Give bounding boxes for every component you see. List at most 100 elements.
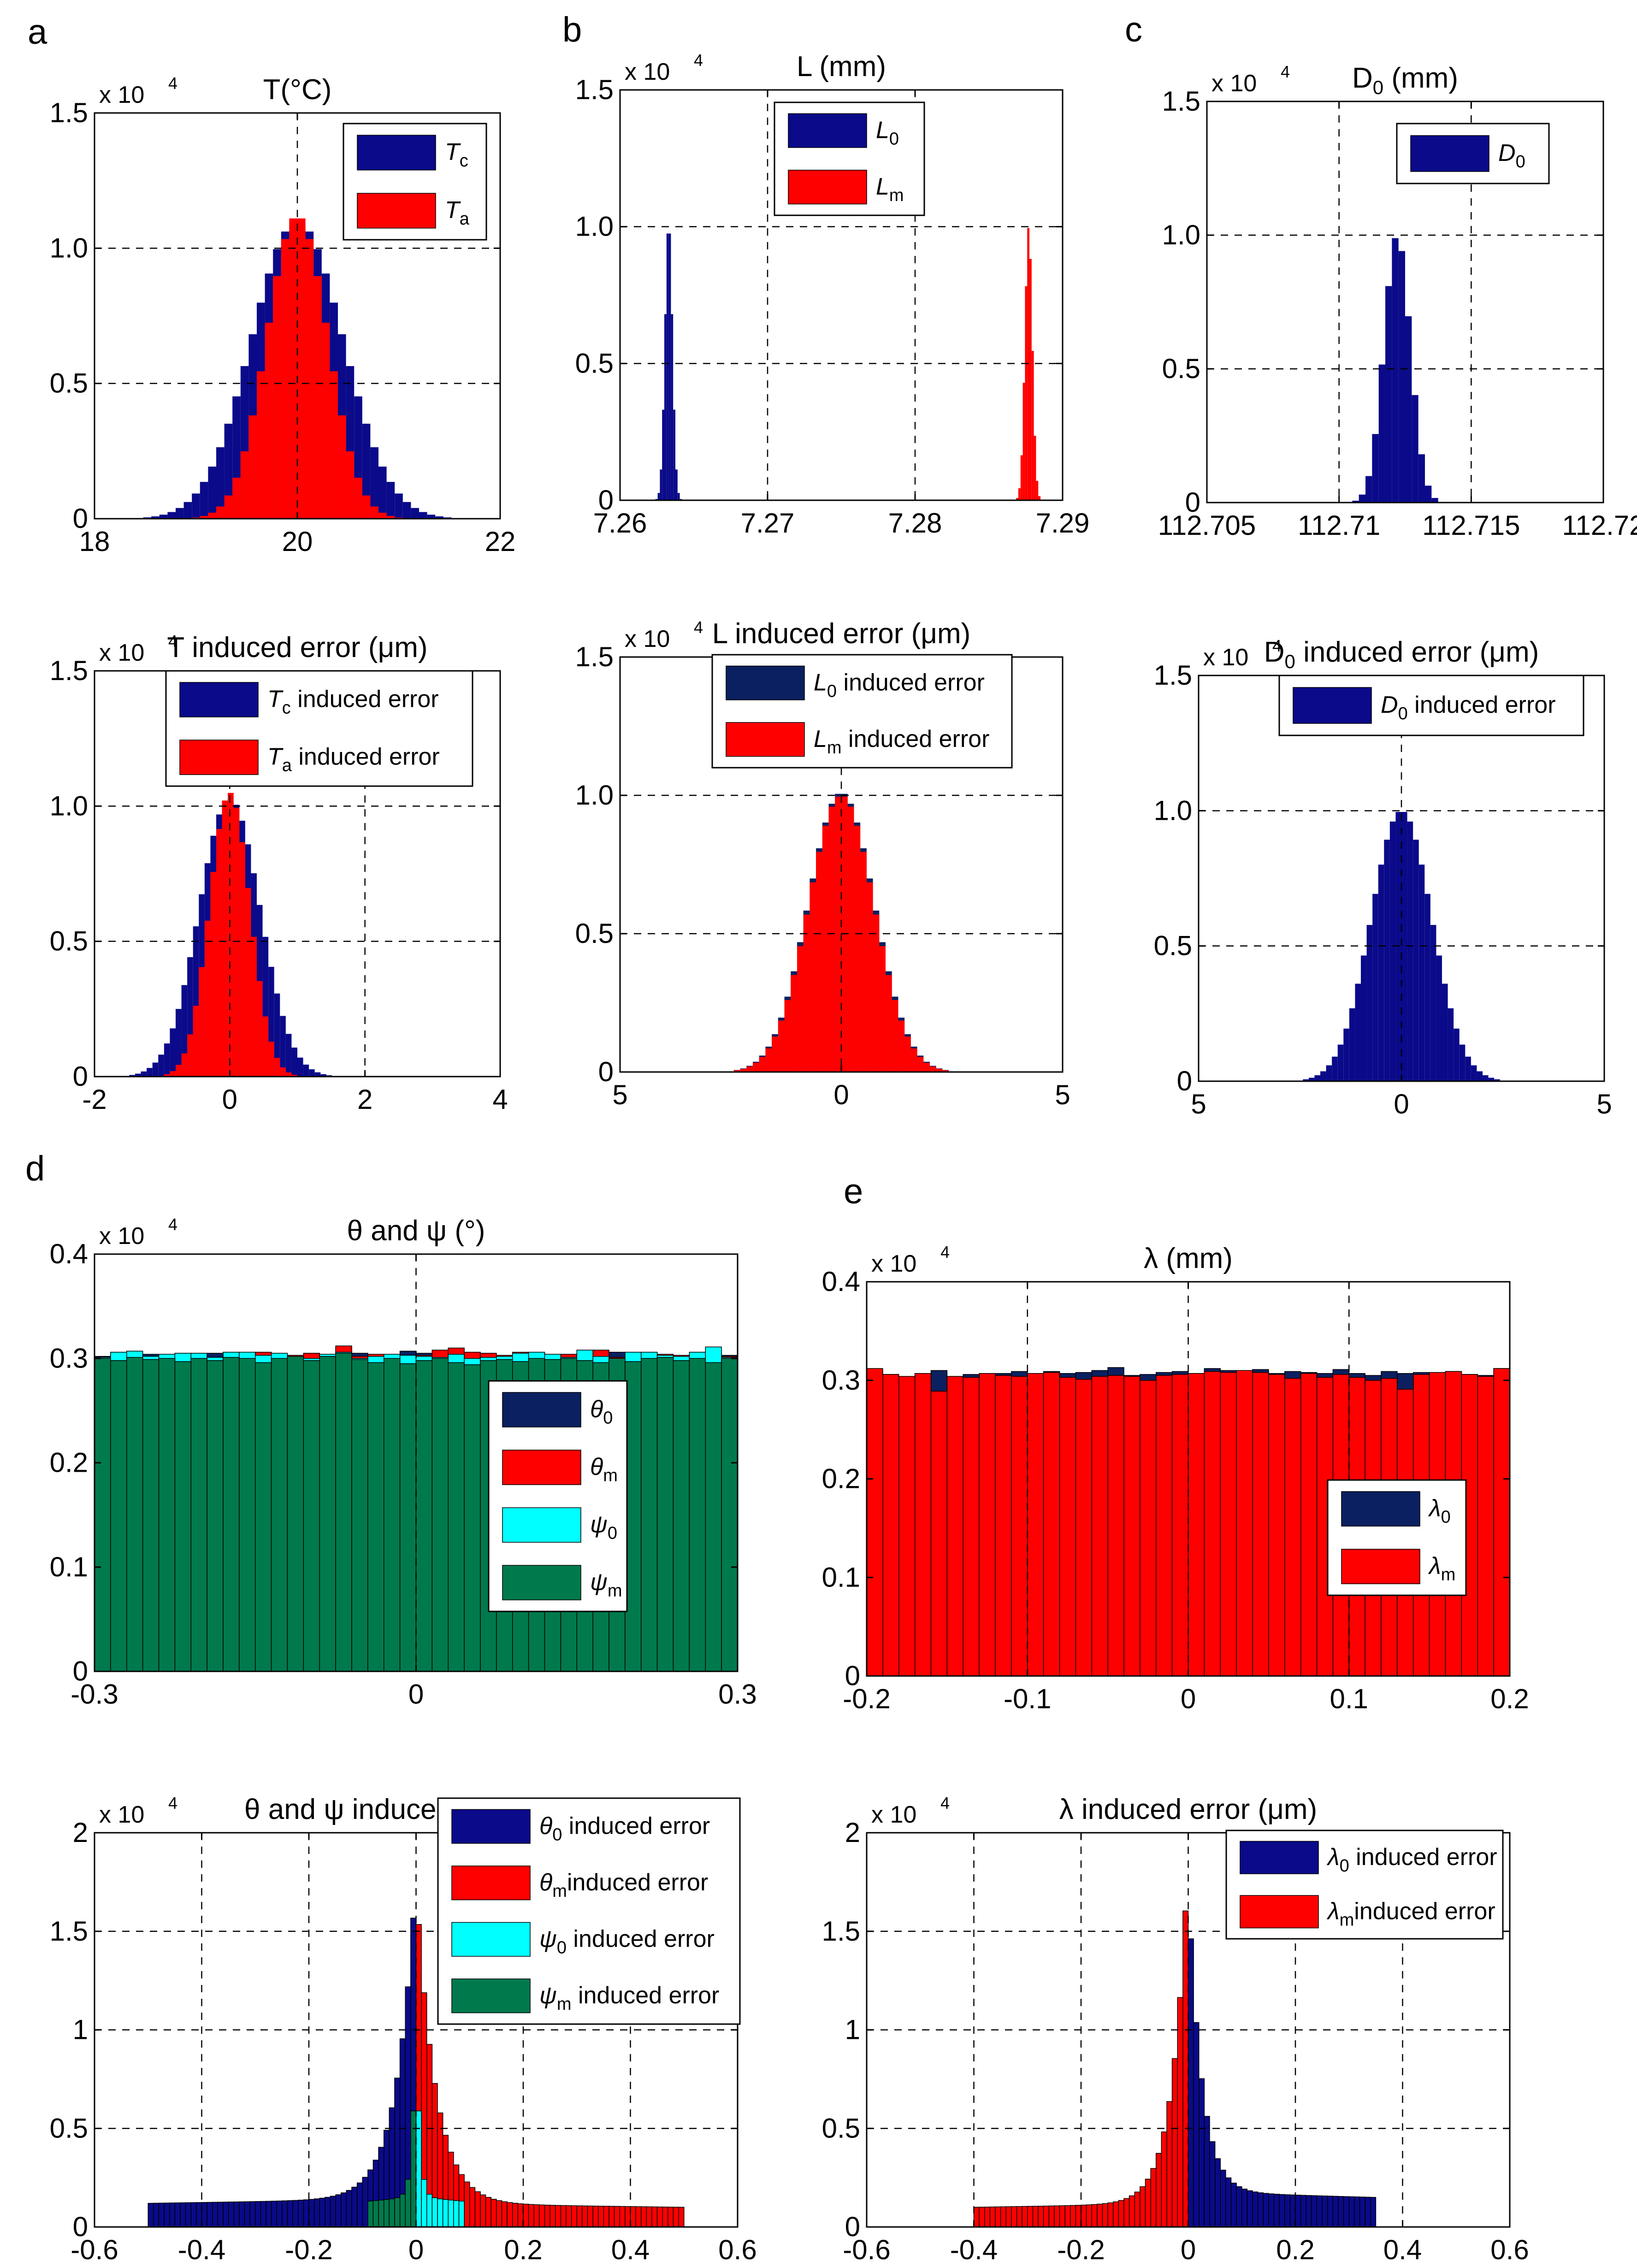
bar xyxy=(528,2204,534,2227)
bar xyxy=(378,512,387,519)
legend: L0 induced error Lm induced error xyxy=(711,654,1013,769)
bar xyxy=(158,2203,165,2227)
y-tick-label: 0 xyxy=(845,2211,860,2242)
bar xyxy=(289,218,297,519)
legend-label: θm xyxy=(590,1454,618,1486)
x-tick-label: 7.28 xyxy=(888,508,942,539)
bar xyxy=(904,1036,911,1072)
bar xyxy=(873,914,880,1072)
y-multiplier: x 10 xyxy=(1203,644,1248,671)
bar xyxy=(582,2205,588,2227)
bar xyxy=(319,1356,336,1672)
y-tick-label: 0.1 xyxy=(822,1562,860,1593)
bar xyxy=(1352,500,1359,503)
bar xyxy=(1370,2197,1377,2227)
bar xyxy=(1034,436,1036,500)
bar xyxy=(257,981,263,1077)
y-tick-label: 1.0 xyxy=(1162,219,1200,250)
bar xyxy=(233,808,240,1077)
legend-swatch xyxy=(451,1865,531,1901)
bar xyxy=(1295,2195,1301,2227)
bar xyxy=(1252,1372,1269,1676)
bar xyxy=(1289,2194,1296,2227)
bar xyxy=(1442,983,1448,1081)
bar xyxy=(1273,2194,1280,2227)
bar xyxy=(1327,2196,1334,2227)
y-tick-label: 1.5 xyxy=(50,655,88,686)
bar xyxy=(942,1070,949,1072)
bar xyxy=(308,2199,315,2227)
bar xyxy=(1016,2206,1022,2227)
y-multiplier-exponent: 4 xyxy=(168,1215,177,1234)
bar xyxy=(94,1358,111,1672)
bar xyxy=(185,2202,191,2227)
bar xyxy=(129,1075,135,1077)
bar xyxy=(351,1359,368,1672)
bar xyxy=(303,2199,309,2227)
bar xyxy=(566,2205,572,2227)
bar xyxy=(354,478,362,519)
bar xyxy=(174,1361,191,1672)
bar xyxy=(860,852,867,1072)
bar xyxy=(1177,1997,1183,2227)
bar xyxy=(641,2206,647,2227)
y-tick-label: 0.5 xyxy=(50,926,88,957)
bar xyxy=(309,1069,315,1077)
y-multiplier: x 10 xyxy=(871,1801,916,1828)
bar xyxy=(1338,2196,1344,2227)
bar xyxy=(1043,2205,1049,2227)
bar xyxy=(421,2179,427,2227)
bar xyxy=(721,1358,738,1672)
bar xyxy=(656,2206,663,2227)
bar xyxy=(217,2202,224,2227)
bar xyxy=(216,829,222,1077)
legend-swatch xyxy=(451,1809,531,1844)
y-multiplier-exponent: 4 xyxy=(1281,62,1290,81)
bar xyxy=(1483,1075,1489,1081)
bar xyxy=(437,2198,443,2227)
legend-label: θminduced error xyxy=(539,1869,708,1901)
bar xyxy=(979,1373,996,1676)
legend: Tc induced error Ta induced error xyxy=(165,670,473,787)
bar xyxy=(1204,2116,1210,2227)
bar xyxy=(239,1358,256,1672)
legend-swatch xyxy=(357,135,436,171)
bar xyxy=(828,806,835,1072)
bar xyxy=(678,2207,685,2227)
bar xyxy=(228,793,234,1077)
legend-label: L0 induced error xyxy=(814,669,985,701)
bar xyxy=(1091,1376,1108,1676)
bar xyxy=(1384,840,1390,1081)
bar xyxy=(1091,2204,1098,2227)
x-tick-label: -0.2 xyxy=(843,1683,890,1714)
x-tick-label: 4 xyxy=(492,1084,508,1115)
x-tick-label: 0 xyxy=(1181,1683,1196,1714)
legend-label: Tc xyxy=(445,139,468,171)
bar xyxy=(110,1360,127,1672)
legend-label: θ0 induced error xyxy=(539,1812,710,1844)
y-multiplier: x 10 xyxy=(99,1223,144,1249)
bar xyxy=(1365,476,1372,503)
chart-e_bottom: -0.6 -0.4 -0.2 0 0.2 0.4 0.6 0 0.5 1 1.5 2 x 10 4 λ in… xyxy=(822,1794,1529,2265)
bar xyxy=(784,1000,791,1072)
axes-frame xyxy=(619,89,1064,501)
bar xyxy=(1316,2195,1323,2227)
bar xyxy=(313,2198,320,2227)
x-tick-label: 5 xyxy=(1055,1079,1070,1110)
legend-label: ψ0 induced error xyxy=(539,1925,715,1957)
bar xyxy=(1236,1370,1253,1676)
bar xyxy=(866,1368,883,1676)
bar xyxy=(367,1362,384,1672)
bar xyxy=(464,1364,481,1672)
y-tick-label: 0.5 xyxy=(822,2113,860,2144)
legend: θ0 induced error θminduced error ψ0 induce… xyxy=(437,1797,741,2025)
bar xyxy=(341,2192,347,2227)
chart-title: D0 induced error (μm) xyxy=(1264,636,1539,672)
legend-swatch xyxy=(1341,1491,1420,1527)
x-tick-label: -0.6 xyxy=(71,2234,118,2265)
bar xyxy=(1150,2168,1157,2227)
bar xyxy=(1389,821,1396,1081)
bar xyxy=(630,2206,636,2227)
bar xyxy=(1279,2194,1285,2227)
y-multiplier-exponent: 4 xyxy=(694,618,703,637)
